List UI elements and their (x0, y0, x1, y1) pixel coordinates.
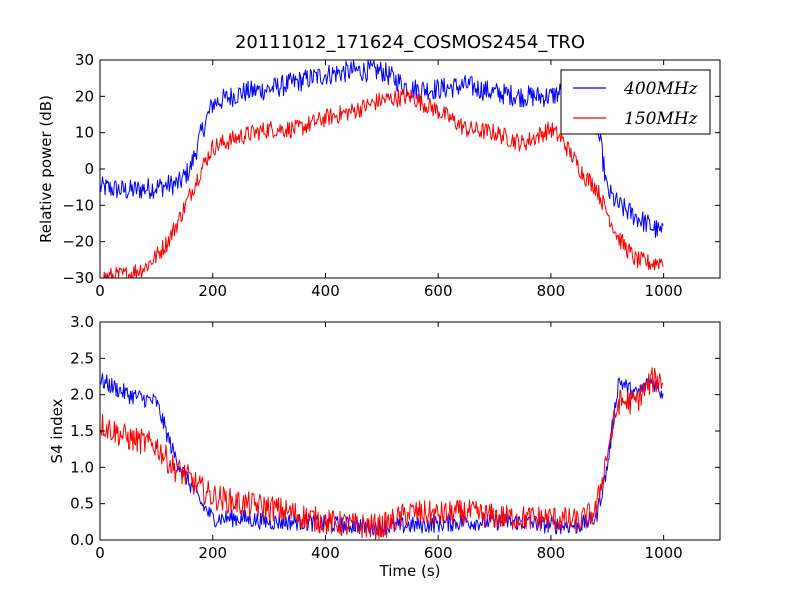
y-tick-label: −20 (62, 233, 94, 251)
y-tick-label: −10 (62, 196, 94, 214)
y-tick-label: 30 (75, 51, 94, 69)
y-tick-label: 1.5 (70, 422, 94, 440)
y-tick-label: 3.0 (70, 313, 94, 331)
y-tick-label: 2.5 (70, 349, 94, 367)
y-tick-label: 10 (75, 124, 94, 142)
x-tick-label: 1000 (645, 282, 683, 300)
power-y-axis-label: Relative power (dB) (37, 95, 55, 243)
s4-axis-ticks: 0 200 400 600 800 1000 0.0 0.5 1.0 1.5 2.0 2.5 3.0 (70, 313, 720, 562)
x-tick-label: 400 (311, 544, 340, 562)
y-tick-label: −30 (62, 269, 94, 287)
y-tick-label: 0.5 (70, 495, 94, 513)
legend: 400MHz 150MHz (560, 69, 711, 135)
series-line-150mhz (100, 367, 664, 540)
y-tick-label: 1.0 (70, 458, 94, 476)
s4-plot-frame (99, 321, 721, 541)
legend-label-150mhz: 150MHz (624, 109, 699, 129)
x-tick-label: 1000 (645, 544, 683, 562)
x-axis-label: Time (s) (379, 562, 441, 580)
chart-title: 20111012_171624_COSMOS2454_TRO (235, 32, 585, 53)
x-tick-label: 0 (95, 282, 105, 300)
power-panel: 0 200 400 600 800 1000 −30 −20 −10 0 10 20 30 Relati… (37, 51, 721, 300)
s4-series-lines (100, 367, 664, 540)
power-axis-ticks: 0 200 400 600 800 1000 −30 −20 −10 0 10 20 30 (62, 51, 720, 300)
y-tick-label: 0.0 (70, 531, 94, 549)
legend-box (560, 69, 711, 135)
x-tick-label: 200 (198, 544, 227, 562)
y-tick-label: 0 (84, 160, 94, 178)
x-tick-label: 600 (424, 282, 453, 300)
x-tick-label: 0 (95, 544, 105, 562)
x-tick-label: 800 (537, 282, 566, 300)
x-tick-label: 600 (424, 544, 453, 562)
series-line-150mhz (103, 88, 664, 278)
legend-label-400mhz: 400MHz (623, 79, 699, 99)
power-plot-frame (99, 59, 721, 279)
s4-y-axis-label: S4 index (48, 398, 66, 463)
s4-panel: 0 200 400 600 800 1000 0.0 0.5 1.0 1.5 2.0 2.5 3.0 S… (48, 313, 721, 580)
x-tick-label: 200 (198, 282, 227, 300)
x-tick-label: 400 (311, 282, 340, 300)
x-tick-label: 800 (537, 544, 566, 562)
y-tick-label: 20 (75, 87, 94, 105)
y-tick-label: 2.0 (70, 386, 94, 404)
